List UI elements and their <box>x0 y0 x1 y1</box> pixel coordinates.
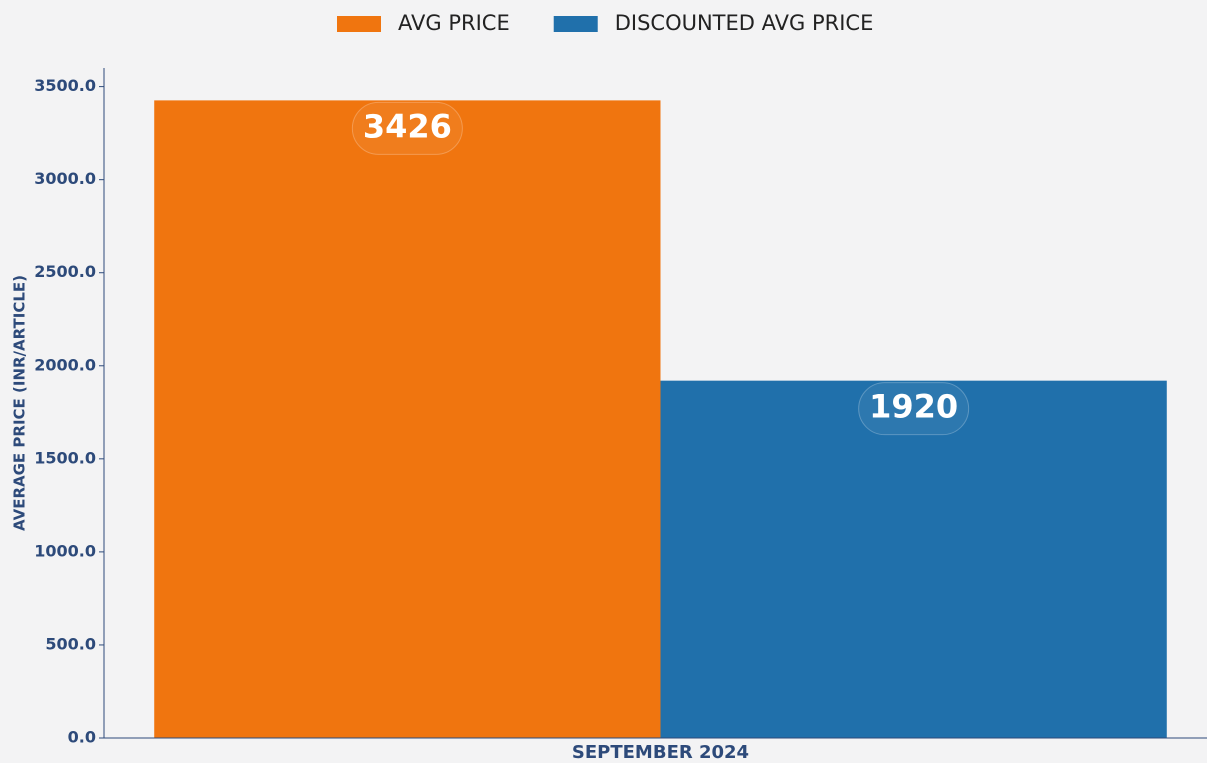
bar <box>154 100 661 739</box>
y-tick-label: 500.0 <box>45 634 96 653</box>
y-tick-label: 0.0 <box>68 728 96 747</box>
legend-label: AVG PRICE <box>398 11 510 35</box>
bar <box>660 380 1167 738</box>
value-label: 1920 <box>869 388 958 426</box>
y-tick-label: 1000.0 <box>34 541 96 560</box>
legend-swatch <box>337 16 381 32</box>
y-tick-label: 3500.0 <box>34 76 96 95</box>
y-tick-label: 2000.0 <box>34 355 96 374</box>
legend-swatch <box>553 16 598 32</box>
y-tick-label: 3000.0 <box>34 169 96 188</box>
value-label: 3426 <box>363 107 452 145</box>
value-label-pill <box>351 101 463 155</box>
y-tick-label: 2500.0 <box>34 262 96 281</box>
y-tick-label: 1500.0 <box>34 448 96 467</box>
y-axis-label: AVERAGE PRICE (INR/ARTICLE) <box>11 275 29 531</box>
x-tick-label: SEPTEMBER 2024 <box>572 742 749 763</box>
value-label-pill <box>858 382 970 436</box>
legend-label: DISCOUNTED AVG PRICE <box>615 11 874 35</box>
